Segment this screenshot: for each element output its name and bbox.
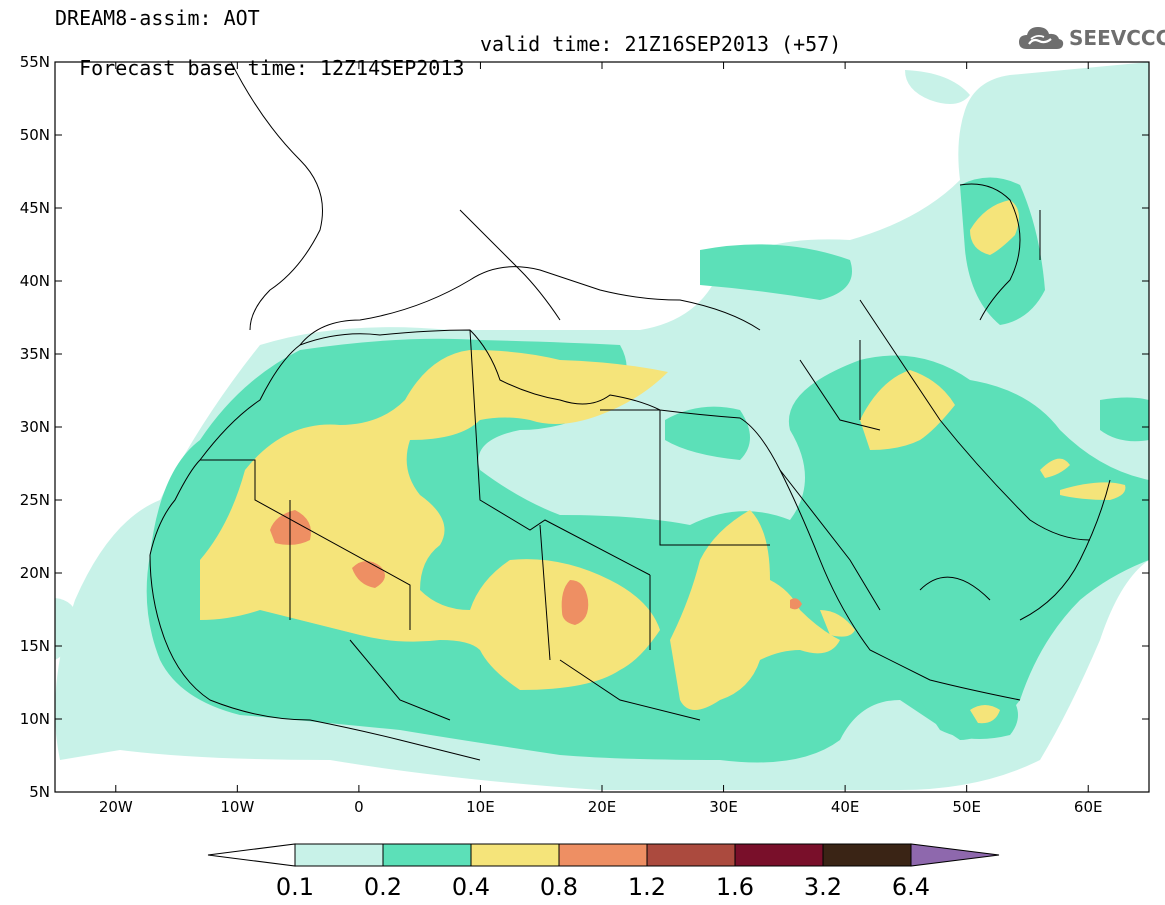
colorbar-level-label: 0.1 (276, 873, 314, 901)
lat-tick-label: 50N (20, 126, 50, 144)
colorbar-level-label: 1.2 (628, 873, 666, 901)
lat-tick-label: 35N (20, 345, 50, 363)
logo-text: SEEVCCC (1069, 26, 1165, 50)
lat-tick-label: 25N (20, 491, 50, 509)
lon-tick-label: 60E (1074, 798, 1103, 816)
lon-tick-label: 20E (588, 798, 617, 816)
lat-tick-label: 55N (20, 53, 50, 71)
colorbar-level-label: 0.8 (540, 873, 578, 901)
lon-tick-label: 40E (831, 798, 860, 816)
lat-tick-label: 10N (20, 710, 50, 728)
colorbar-over-arrow (910, 843, 1000, 867)
lat-tick-label: 15N (20, 637, 50, 655)
colorbar-level-label: 0.4 (452, 873, 490, 901)
lat-tick-label: 40N (20, 272, 50, 290)
lat-tick-label: 5N (29, 783, 50, 801)
cloud-icon (1019, 27, 1064, 49)
lon-tick-label: 10W (220, 798, 254, 816)
country-borders (200, 210, 1041, 721)
colorbar-swatch (382, 843, 472, 867)
lon-tick-label: 0 (354, 798, 364, 816)
colorbar-level-label: 3.2 (804, 873, 842, 901)
lon-tick-label: 10E (466, 798, 495, 816)
longitude-axis: 20W 10W 0 10E 20E 30E 40E 50E 60E (99, 62, 1103, 816)
aot-layer-0.4 (200, 200, 1126, 724)
valid-time: valid time: 21Z16SEP2013 (+57) (480, 32, 842, 56)
plot-title: DREAM8-assim: AOT (55, 6, 260, 30)
lat-tick-label: 20N (20, 564, 50, 582)
colorbar-swatch (558, 843, 648, 867)
aot-layer-0.8 (270, 510, 802, 625)
colorbar-level-label: 0.2 (364, 873, 402, 901)
colorbar-swatch (734, 843, 824, 867)
seevccc-logo: SEEVCCC (1017, 22, 1165, 54)
colorbar-swatch (470, 843, 560, 867)
colorbar-under-arrow (207, 843, 296, 867)
colorbar-level-label: 1.6 (716, 873, 754, 901)
forecast-times: Forecast base time: 12Z14SEP2013 valid t… (55, 32, 841, 104)
lat-tick-label: 30N (20, 418, 50, 436)
aot-field (55, 62, 1149, 790)
colorbar-level-label: 6.4 (892, 873, 930, 901)
colorbar-swatch (822, 843, 912, 867)
lon-tick-label: 30E (709, 798, 738, 816)
lon-tick-label: 50E (952, 798, 981, 816)
lon-tick-label: 20W (99, 798, 133, 816)
base-time: Forecast base time: 12Z14SEP2013 (79, 56, 465, 80)
coastlines (149, 62, 1111, 761)
lat-tick-label: 45N (20, 199, 50, 217)
colorbar: 0.1 0.2 0.4 0.8 1.2 1.6 3.2 6.4 (207, 843, 1000, 901)
latitude-axis: 55N 50N 45N 40N 35N 30N 25N 20N 15N 10N 5N (20, 53, 1149, 801)
colorbar-swatch (294, 843, 384, 867)
colorbar-swatch (646, 843, 736, 867)
